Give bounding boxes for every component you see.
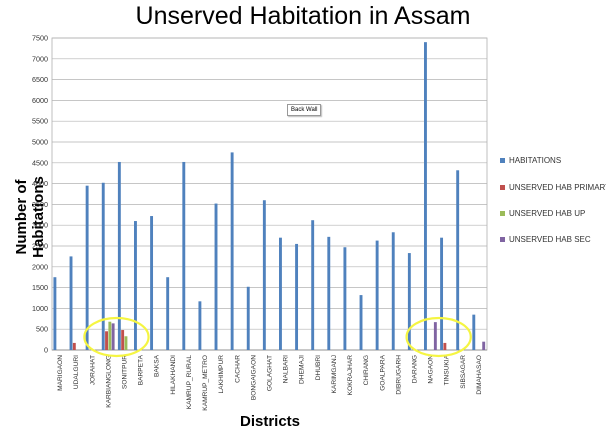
x-axis-label: Districts [239, 413, 301, 430]
bar [117, 161, 121, 350]
legend-swatch [500, 158, 505, 164]
bar [424, 42, 427, 350]
x-tick-label: KARBIANGLONG [105, 355, 112, 408]
y-tick-label: 6000 [32, 96, 48, 105]
highlight-ellipse [405, 316, 472, 358]
x-tick-label: NAGAON [428, 355, 435, 384]
bar [182, 161, 186, 350]
legend-item: UNSERVED HAB SEC [500, 235, 591, 244]
legend-swatch [500, 185, 505, 191]
chart-title: Unserved Habitation in Assam [135, 2, 471, 30]
highlight-ellipse [83, 316, 150, 358]
y-tick-label: 2000 [32, 262, 48, 271]
bar [105, 331, 108, 350]
legend-swatch [500, 237, 505, 243]
x-tick-label: SONITPUR [122, 355, 129, 389]
bar [359, 295, 363, 350]
bar [482, 341, 486, 350]
bar [311, 220, 315, 350]
y-tick-label: 4000 [32, 179, 48, 188]
bar [134, 221, 137, 350]
x-tick-label: DHEMAJI [299, 355, 306, 384]
y-tick-label: 1500 [32, 283, 48, 292]
x-tick-label: DARANG [412, 355, 419, 383]
bar [230, 152, 234, 350]
y-tick-label: 3500 [32, 200, 48, 209]
bar [166, 277, 170, 350]
bar [69, 256, 73, 350]
bar [198, 301, 202, 350]
legend-label: HABITATIONS [509, 156, 562, 165]
x-tick-label: GOALPARA [379, 354, 386, 390]
bar [279, 237, 282, 350]
x-tick-label: TINSUKIA [444, 354, 451, 385]
legend-swatch [500, 211, 505, 217]
bar [53, 277, 57, 350]
legend-item: UNSERVED HAB PRIMARY [500, 183, 606, 192]
x-tick-label: BONGAIGAON [250, 355, 257, 400]
x-tick-label: GOLAGHAT [267, 355, 274, 391]
bar [440, 237, 444, 350]
x-tick-label: DIMAHASAO [476, 355, 483, 395]
x-tick-label: SIBSAGAR [460, 355, 467, 389]
x-tick-label: MARIGAON [57, 355, 64, 391]
bar [443, 342, 447, 350]
x-tick-label: JORAHAT [89, 355, 96, 385]
bar [101, 182, 105, 350]
x-tick-label: CHIRANG [363, 355, 370, 385]
bar [85, 185, 89, 350]
y-tick-label: 5000 [32, 138, 48, 147]
x-tick-label: HILAKHANDI [170, 355, 177, 395]
x-tick-label: BARPETA [138, 354, 145, 385]
bar [343, 247, 347, 350]
y-tick-label: 500 [36, 325, 48, 334]
bar [124, 336, 128, 350]
bar [375, 240, 379, 350]
bar [246, 286, 250, 350]
bar [391, 232, 395, 350]
x-tick-label: DIBRUGARH [395, 355, 402, 395]
y-tick-label: 7500 [32, 34, 48, 43]
bar [150, 216, 154, 350]
x-tick-label: KOKRAJHAR [347, 355, 354, 396]
legend-label: UNSERVED HAB SEC [509, 235, 591, 244]
x-tick-label: NALBARI [283, 355, 290, 383]
bar [456, 170, 460, 350]
x-tick-label: KAMRUP_RURAL [186, 355, 193, 410]
y-tick-label: 5500 [32, 117, 48, 126]
y-tick-label: 7000 [32, 54, 48, 63]
bar [433, 322, 437, 350]
y-tick-label: 1000 [32, 304, 48, 313]
x-tick-label: KARIMGANJ [331, 355, 338, 393]
x-tick-label: DHUBRI [315, 355, 322, 380]
legend-label: UNSERVED HAB UP [509, 209, 586, 218]
bar [262, 200, 266, 350]
x-tick-label: CACHAR [234, 355, 241, 383]
bar [72, 342, 76, 350]
bar [111, 323, 115, 350]
x-tick-label: UDALGURI [73, 355, 80, 389]
y-tick-label: 6500 [32, 75, 48, 84]
y-tick-label: 3000 [32, 221, 48, 230]
bar [407, 253, 411, 350]
bar [214, 203, 218, 350]
y-tick-label: 4500 [32, 158, 48, 167]
legend-label: UNSERVED HAB PRIMARY [509, 183, 606, 192]
plot-area [51, 37, 488, 351]
bar [295, 243, 299, 350]
bar [472, 314, 476, 350]
bar [121, 330, 125, 350]
y-tick-label: 0 [44, 346, 48, 355]
legend-item: UNSERVED HAB UP [500, 209, 585, 218]
x-tick-label: LAKHIMPUR [218, 355, 225, 394]
back-wall-tooltip: Back Wall [287, 104, 322, 116]
x-tick-label: KAMRUP_METRO [202, 355, 209, 411]
bar [108, 321, 112, 350]
legend-item: HABITATIONS [500, 156, 561, 165]
y-tick-label: 2500 [32, 242, 48, 251]
x-tick-label: BAKSA [154, 354, 161, 377]
bar [327, 236, 331, 350]
